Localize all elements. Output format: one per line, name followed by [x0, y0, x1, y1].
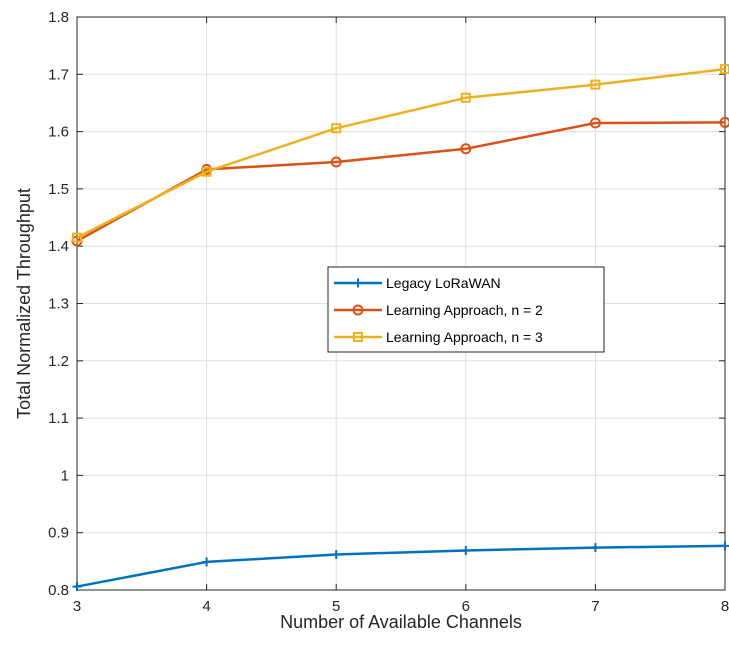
- data-point: [460, 92, 471, 103]
- data-point: [331, 549, 341, 559]
- y-tick-label: 1.3: [48, 296, 69, 313]
- legend-marker: [353, 278, 363, 288]
- y-tick-label: 1.6: [48, 124, 69, 141]
- y-tick-label: 0.8: [48, 582, 69, 599]
- data-point: [331, 123, 342, 134]
- x-tick-label: 6: [462, 598, 470, 615]
- y-tick-label: 1.8: [48, 9, 69, 26]
- x-tick-label: 7: [591, 598, 599, 615]
- legend-marker: [353, 332, 363, 342]
- data-point: [330, 156, 342, 168]
- data-point: [461, 545, 471, 555]
- legend-entry: Legacy LoRaWAN: [334, 275, 501, 291]
- y-tick-label: 1.1: [48, 410, 69, 427]
- legend-entry: Learning Approach, n = 2: [334, 302, 543, 318]
- data-point: [719, 116, 729, 128]
- y-tick-label: 1.5: [48, 181, 69, 198]
- y-tick-label: 1.2: [48, 353, 69, 370]
- data-point: [720, 541, 729, 551]
- series-2: [72, 64, 729, 243]
- series-0: [72, 541, 729, 592]
- axis-ticks: 3 4 5 6 7 8 0.8 0.9 1 1.1 1.2 1.3 1.4 1.5 1.6 1.7 1.8: [48, 9, 729, 615]
- y-tick-label: 1.7: [48, 66, 69, 83]
- legend: Legacy LoRaWAN Learning Approach, n = 2 Le…: [327, 266, 605, 353]
- x-tick-label: 8: [721, 598, 729, 615]
- series-1: [71, 116, 729, 247]
- legend-label: Learning Approach, n = 3: [386, 329, 543, 345]
- data-point: [590, 543, 600, 553]
- x-axis-label: Number of Available Channels: [280, 612, 522, 632]
- data-point: [589, 117, 601, 129]
- data-point: [72, 582, 82, 592]
- series-line: [76, 544, 726, 588]
- data-point: [72, 232, 82, 243]
- legend-label: Learning Approach, n = 2: [386, 302, 543, 318]
- legend-label: Legacy LoRaWAN: [386, 275, 501, 291]
- series-line: [76, 121, 726, 243]
- y-tick-label: 1: [61, 467, 69, 484]
- legend-marker: [352, 304, 364, 316]
- y-tick-label: 0.9: [48, 525, 69, 542]
- legend-entry: Learning Approach, n = 3: [334, 329, 543, 345]
- data-point: [590, 79, 601, 90]
- data-point: [202, 557, 212, 567]
- data-point: [201, 166, 212, 177]
- data-point: [460, 143, 472, 155]
- x-tick-label: 5: [332, 598, 340, 615]
- series-layer: [71, 64, 729, 592]
- data-point: [720, 64, 729, 75]
- x-tick-label: 4: [202, 598, 210, 615]
- y-tick-label: 1.4: [48, 238, 69, 255]
- y-axis-label: Total Normalized Throughput: [14, 188, 34, 419]
- x-tick-label: 3: [73, 598, 81, 615]
- series-line: [76, 67, 726, 239]
